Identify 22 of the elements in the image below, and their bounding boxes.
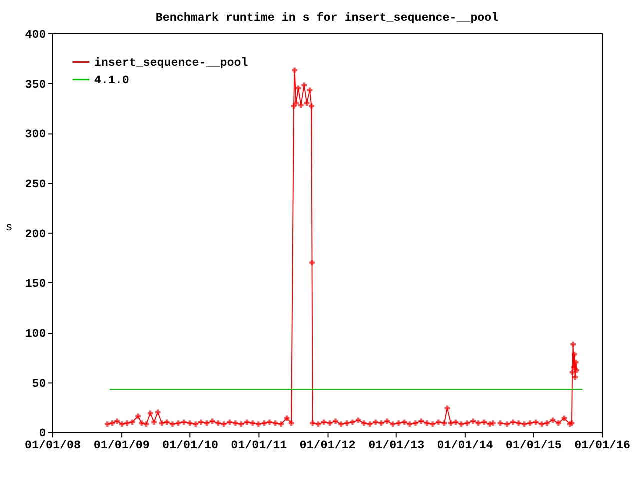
legend-label: insert_sequence-__pool	[94, 56, 248, 70]
x-tick-label: 01/01/09	[94, 438, 150, 452]
x-tick-label: 01/01/16	[574, 438, 631, 452]
y-tick-label: 300	[25, 128, 46, 142]
y-tick-label: 350	[25, 78, 46, 92]
y-tick-label: 50	[32, 376, 46, 391]
legend-label: 4.1.0	[94, 74, 130, 88]
y-tick-label: 250	[25, 177, 46, 192]
x-tick-label: 01/01/13	[368, 438, 425, 452]
x-tick-label: 01/01/15	[506, 438, 562, 452]
x-tick-label: 01/01/12	[300, 438, 356, 452]
x-tick-label: 01/01/11	[231, 438, 288, 452]
x-tick-label: 01/01/08	[25, 438, 81, 452]
y-tick-label: 150	[25, 277, 46, 292]
y-tick-label: 0	[39, 426, 46, 441]
x-tick-label: 01/01/10	[162, 438, 218, 452]
chart-title: Benchmark runtime in s for insert_sequence-__pool	[156, 10, 499, 25]
x-tick-label: 01/01/14	[437, 438, 494, 452]
y-tick-label: 400	[25, 28, 46, 42]
y-axis-title: s	[6, 220, 13, 234]
y-tick-label: 100	[25, 327, 46, 342]
y-tick-label: 200	[25, 227, 46, 242]
